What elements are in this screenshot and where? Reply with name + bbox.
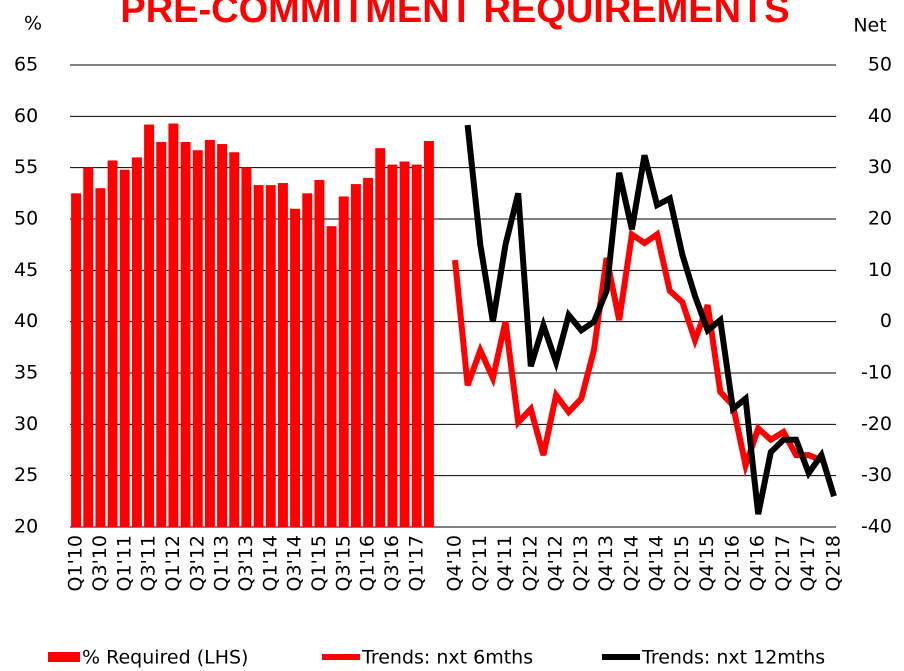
bar <box>217 144 228 527</box>
legend-label: % Required (LHS) <box>82 647 248 669</box>
y2-tick-label: 30 <box>868 156 892 178</box>
y-tick-label: 35 <box>14 362 38 384</box>
y2-tick-label: 40 <box>868 105 892 127</box>
x-tick-label: Q2'18 <box>823 535 845 591</box>
bar <box>350 184 361 528</box>
y-tick-label: 40 <box>14 310 38 332</box>
y2-tick-label: -30 <box>861 464 892 486</box>
bar <box>399 161 410 528</box>
legend-label: Trends: nxt 6mths <box>361 647 533 669</box>
x-tick-label: Q4'15 <box>696 535 718 591</box>
bar <box>302 193 313 528</box>
x-tick-label: Q3'14 <box>284 535 306 591</box>
x-tick-label: Q2'11 <box>469 535 491 591</box>
line <box>452 229 823 477</box>
bar <box>387 164 398 527</box>
y2-tick-label: -10 <box>861 362 892 384</box>
x-tick-label: Q4'11 <box>494 535 516 591</box>
y-tick-label: 55 <box>14 156 38 178</box>
y-axis-label: % <box>24 13 42 35</box>
x-tick-label: Q4'13 <box>595 535 617 591</box>
bar <box>144 124 155 528</box>
x-tick-label: Q1'17 <box>405 535 427 591</box>
x-tick-label: Q2'13 <box>570 535 592 591</box>
x-tick-label: Q1'15 <box>308 535 330 591</box>
x-tick-label: Q4'12 <box>545 535 567 591</box>
x-tick-label: Q4'10 <box>444 535 466 591</box>
bar <box>168 123 179 528</box>
bar <box>375 148 386 527</box>
x-tick-label: Q1'10 <box>65 535 87 591</box>
y2-axis-label: Net <box>853 15 886 37</box>
x-tick-label: Q1'11 <box>113 535 135 591</box>
bar <box>107 160 118 528</box>
y2-tick-label: -20 <box>861 413 892 435</box>
bar <box>411 164 422 527</box>
bar <box>253 185 264 527</box>
bar <box>229 152 240 527</box>
bar <box>204 139 215 528</box>
y-tick-label: 65 <box>14 54 38 76</box>
line <box>464 124 837 515</box>
x-tick-label: Q1'16 <box>357 535 379 591</box>
bar <box>192 150 203 528</box>
x-tick-label: Q4'14 <box>646 535 668 591</box>
bar <box>241 167 252 527</box>
y-tick-label: 50 <box>14 208 38 230</box>
y2-tick-label: 20 <box>868 208 892 230</box>
x-tick-label: Q1'12 <box>162 535 184 591</box>
bar <box>314 179 325 527</box>
bar <box>363 177 374 527</box>
legend-swatch <box>48 652 80 662</box>
bar <box>131 157 142 527</box>
y-tick-label: 20 <box>14 516 38 538</box>
y2-tick-label: 50 <box>868 54 892 76</box>
x-tick-label: Q2'12 <box>519 535 541 591</box>
x-tick-label: Q4'16 <box>747 535 769 591</box>
y-tick-label: 30 <box>14 413 38 435</box>
x-tick-label: Q2'17 <box>772 535 794 591</box>
y2-tick-label: 0 <box>880 310 892 332</box>
bar <box>326 226 337 528</box>
y2-tick-label: 10 <box>868 259 892 281</box>
legend-label: Trends: nxt 12mths <box>641 647 825 669</box>
x-tick-label: Q3'15 <box>332 535 354 591</box>
x-tick-label: Q3'10 <box>89 535 111 591</box>
x-tick-label: Q3'13 <box>235 535 257 591</box>
x-tick-label: Q1'14 <box>259 535 281 591</box>
x-tick-label: Q3'12 <box>186 535 208 591</box>
y-tick-label: 60 <box>14 105 38 127</box>
bar <box>277 183 288 528</box>
x-tick-label: Q2'16 <box>721 535 743 591</box>
bar <box>180 142 191 527</box>
bar <box>119 169 130 527</box>
bar <box>338 196 349 527</box>
x-tick-label: Q1'13 <box>211 535 233 591</box>
x-tick-label: Q3'11 <box>138 535 160 591</box>
bar <box>83 167 94 527</box>
chart-title: PRE-COMMITMENT REQUIREMENTS <box>120 0 789 31</box>
x-tick-label: Q3'16 <box>381 535 403 591</box>
y-tick-label: 45 <box>14 259 38 281</box>
bar <box>265 185 276 527</box>
x-tick-label: Q2'15 <box>671 535 693 591</box>
y-tick-label: 25 <box>14 464 38 486</box>
bar <box>423 140 434 527</box>
x-tick-label: Q2'14 <box>620 535 642 591</box>
bar <box>71 193 82 528</box>
bar <box>156 142 167 527</box>
bar <box>95 188 106 527</box>
x-tick-label: Q4'17 <box>797 535 819 591</box>
y2-tick-label: -40 <box>861 516 892 538</box>
bar <box>290 208 301 527</box>
